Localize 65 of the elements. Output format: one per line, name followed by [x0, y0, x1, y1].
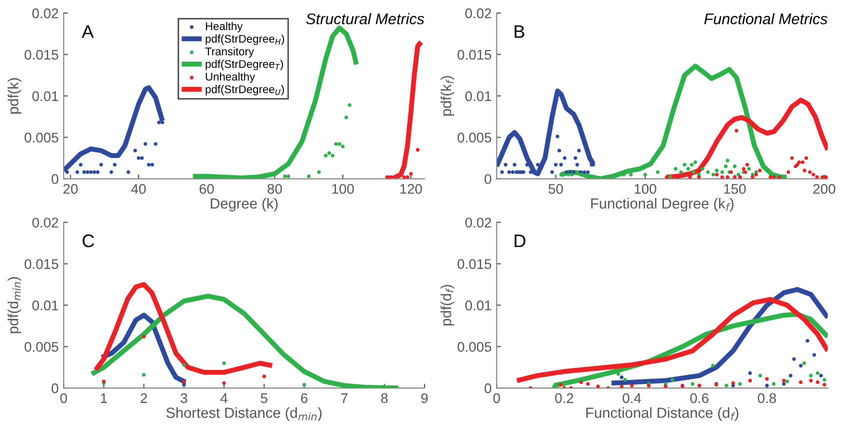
x-tick-label: 120	[400, 184, 422, 194]
y-tick-label: 0.015	[458, 50, 492, 60]
y-tick-label: 0	[484, 383, 492, 394]
x-axis-title: Functional Degree (k$_{f}$)	[591, 198, 734, 212]
annotation: Structural Metrics	[306, 13, 424, 24]
y-tick-label: 0.005	[24, 132, 58, 143]
x-axis-title: Degree (k)	[210, 198, 278, 212]
y-axis-title: pdf(k$_{f}$)	[440, 76, 454, 116]
y-tick-label: 0	[52, 383, 58, 394]
annotation: Functional Metrics	[704, 13, 828, 24]
x-tick-label: 0.2	[555, 393, 574, 404]
x-tick-label: 40	[131, 184, 146, 194]
x-tick-label: 100	[332, 184, 354, 194]
x-axis-title: Shortest Distance (d$_{min}$)	[166, 407, 322, 421]
x-tick-label: 8	[381, 393, 388, 404]
y-tick-label: 0.01	[32, 91, 58, 102]
x-tick-label: 1	[100, 393, 107, 403]
x-tick-label: 7	[341, 393, 348, 403]
x-tick-label: 60	[200, 184, 214, 194]
x-tick-label: 80	[268, 184, 282, 194]
y-tick-label: 0.01	[32, 300, 58, 310]
y-tick-label: 0	[52, 174, 58, 184]
y-tick-label: 0.02	[32, 8, 58, 18]
legend-label: pdf(StrDegree$_{T}$)	[206, 60, 283, 70]
x-tick-label: 0.4	[622, 393, 642, 404]
legend-label: Unhealthy	[206, 72, 256, 83]
y-axis-title: pdf(d$_{min}$)	[8, 277, 22, 334]
y-tick-label: 0.02	[32, 218, 58, 228]
y-tick-label: 0.02	[465, 8, 492, 18]
x-tick-label: 3	[180, 393, 188, 404]
x-tick-label: 0	[493, 393, 500, 404]
x-tick-label: 9	[421, 393, 428, 404]
x-tick-label: 150	[724, 184, 746, 194]
x-tick-label: 2	[140, 393, 148, 403]
y-tick-label: 0.01	[465, 91, 492, 102]
x-tick-label: 20	[63, 184, 78, 194]
legend-label: Transitory	[205, 47, 254, 58]
x-tick-label: 0	[60, 393, 67, 404]
y-axis-title: pdf(k)	[8, 78, 22, 114]
y-tick-label: 0	[484, 174, 492, 184]
legend-label: pdf(StrDegree$_{U}$)	[206, 85, 284, 96]
x-tick-label: 5	[260, 393, 268, 404]
x-tick-label: 0.8	[758, 393, 776, 404]
y-tick-label: 0.01	[465, 300, 492, 310]
legend-label: Healthy	[206, 22, 243, 32]
y-tick-label: 0.005	[458, 342, 492, 352]
y-tick-label: 0.02	[465, 218, 492, 228]
legend-label: pdf(StrDegree$_{H}$)	[206, 34, 284, 45]
y-tick-label: 0.015	[24, 259, 58, 269]
annotation: B	[514, 25, 524, 38]
x-axis-title: Functional Distance (d$_{f}$)	[586, 407, 738, 421]
x-tick-label: 0.6	[690, 393, 708, 404]
annotation: D	[514, 234, 526, 248]
x-tick-label: 200	[813, 184, 836, 194]
x-tick-label: 50	[548, 184, 563, 194]
y-axis-title: pdf(d$_{f}$)	[440, 285, 454, 326]
annotation: C	[82, 234, 94, 248]
y-tick-label: 0.005	[458, 132, 492, 143]
y-tick-label: 0.015	[458, 259, 492, 269]
x-tick-label: 6	[301, 393, 308, 404]
annotation: A	[82, 25, 94, 38]
x-tick-label: 4	[220, 393, 228, 403]
y-tick-label: 0.005	[24, 342, 58, 352]
y-tick-label: 0.015	[24, 50, 58, 60]
x-tick-label: 100	[634, 184, 656, 194]
